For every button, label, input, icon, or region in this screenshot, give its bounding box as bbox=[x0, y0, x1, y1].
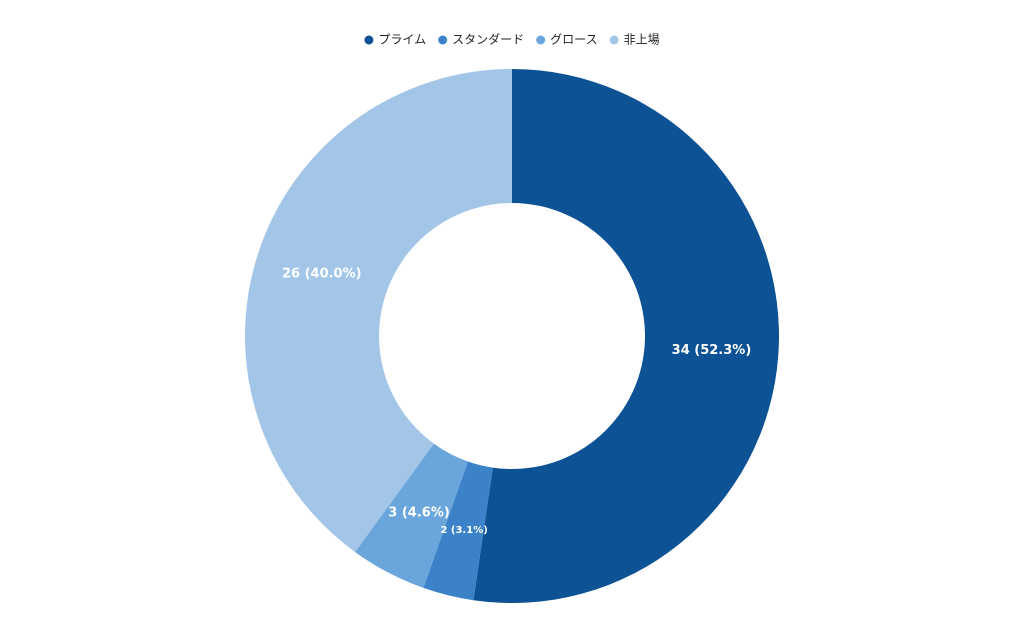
data-label: 2 (3.1%) bbox=[440, 525, 487, 536]
legend-marker bbox=[438, 35, 448, 45]
legend-marker bbox=[536, 35, 546, 45]
slice bbox=[245, 68, 512, 553]
data-label: 26 (40.0%) bbox=[282, 267, 362, 282]
slice bbox=[473, 69, 779, 603]
legend: プライム スタンダード グロース 非上場 bbox=[364, 32, 660, 47]
legend-label: グロース bbox=[550, 33, 597, 47]
data-labels: 34 (52.3%) 2 (3.1%) 3 (4.6%) 26 (40.0%) bbox=[282, 267, 751, 536]
data-label: 34 (52.3%) bbox=[672, 343, 752, 358]
slice bbox=[423, 461, 493, 601]
legend-label: スタンダード bbox=[452, 32, 524, 47]
donut bbox=[245, 68, 779, 603]
legend-marker bbox=[609, 35, 619, 45]
slice bbox=[355, 443, 468, 588]
legend-marker bbox=[364, 35, 374, 45]
legend-label: プライム bbox=[378, 33, 426, 47]
data-label: 3 (4.6%) bbox=[388, 506, 450, 521]
legend-label: 非上場 bbox=[624, 33, 660, 47]
